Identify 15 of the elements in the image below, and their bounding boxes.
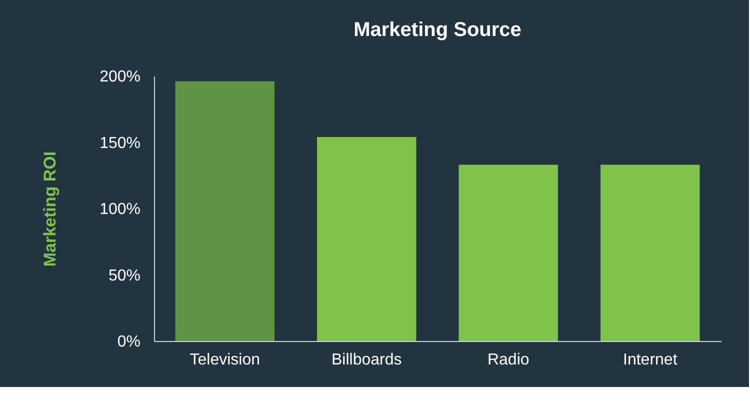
x-tick-label: Television <box>190 352 260 368</box>
x-tick-label: Radio <box>487 352 530 368</box>
bar <box>600 164 700 341</box>
bar <box>317 136 416 341</box>
x-tick-label: Billboards <box>331 352 402 368</box>
y-tick-label: 0% <box>117 334 140 350</box>
y-tick-label: 150% <box>100 134 140 152</box>
y-tick-label: 200% <box>100 68 140 86</box>
bar <box>458 164 558 341</box>
y-tick-label: 100% <box>100 201 140 218</box>
x-tick-label: Internet <box>622 352 678 368</box>
bar <box>175 81 274 341</box>
chart-title: Marketing Source <box>354 19 522 41</box>
y-axis-title: Marketing ROI <box>40 151 60 267</box>
y-tick-label: 50% <box>108 267 140 284</box>
